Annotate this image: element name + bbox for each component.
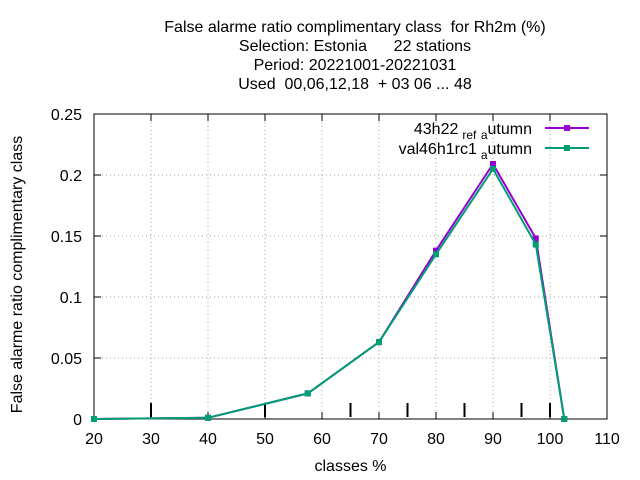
chart-title-line-1: False alarme ratio complimentary class f… bbox=[164, 19, 546, 36]
legend-marker-series-2 bbox=[564, 145, 570, 151]
data-point bbox=[532, 241, 539, 248]
y-tick-label: 0.25 bbox=[51, 107, 82, 124]
y-tick-label: 0.15 bbox=[51, 229, 82, 246]
x-tick-label: 20 bbox=[85, 431, 103, 448]
series-2 bbox=[91, 165, 568, 422]
data-point bbox=[433, 251, 439, 258]
chart-title-line-3: Period: 20221001-20221031 bbox=[253, 57, 457, 74]
series-1 bbox=[91, 161, 568, 422]
legend-label-series-2: val46h1rc1 autumn bbox=[399, 141, 532, 162]
x-tick-label: 100 bbox=[537, 431, 564, 448]
x-tick-label: 60 bbox=[313, 431, 331, 448]
data-point bbox=[532, 235, 539, 242]
data-point bbox=[490, 165, 496, 172]
data-point bbox=[205, 414, 211, 421]
grid bbox=[94, 114, 607, 419]
y-tick-label: 0.2 bbox=[60, 168, 82, 185]
data-point bbox=[561, 416, 568, 422]
x-tick-labels: 20 30 40 50 60 70 80 90 100 110 bbox=[85, 431, 620, 448]
data-point bbox=[376, 339, 382, 346]
plot-frame bbox=[93, 113, 608, 420]
data-point bbox=[433, 247, 439, 254]
series-layer bbox=[91, 161, 568, 422]
x-tick-label: 110 bbox=[594, 431, 620, 448]
data-point bbox=[304, 390, 311, 397]
axis-ticks bbox=[93, 113, 608, 420]
x-tick-label: 90 bbox=[484, 431, 502, 448]
data-point bbox=[490, 161, 496, 168]
y-tick-label: 0 bbox=[73, 412, 82, 429]
x-tick-label: 30 bbox=[142, 431, 160, 448]
series-line bbox=[93, 162, 566, 420]
y-axis-label: False alarme ratio complimentary class bbox=[9, 136, 26, 413]
y-tick-label: 0.1 bbox=[60, 290, 82, 307]
y-tick-labels: 0 0.05 0.1 0.15 0.2 0.25 bbox=[51, 107, 82, 429]
x-tick-label: 80 bbox=[427, 431, 445, 448]
legend-label-series-1: 43h22 ref autumn bbox=[414, 121, 532, 142]
x-axis-label: classes % bbox=[314, 458, 386, 475]
x-tick-label: 50 bbox=[256, 431, 274, 448]
chart-title-line-4: Used 00,06,12,18 + 03 06 ... 48 bbox=[238, 76, 472, 93]
data-point bbox=[91, 416, 97, 422]
y-tick-label: 0.05 bbox=[51, 351, 82, 368]
series-line bbox=[93, 166, 566, 420]
chart-title-line-2: Selection: Estonia 22 stations bbox=[238, 38, 472, 55]
legend: 43h22 ref autumn val46h1rc1 autumn bbox=[399, 121, 589, 162]
x-tick-label: 40 bbox=[199, 431, 217, 448]
x-tick-label: 70 bbox=[370, 431, 388, 448]
legend-marker-series-1 bbox=[564, 125, 570, 131]
